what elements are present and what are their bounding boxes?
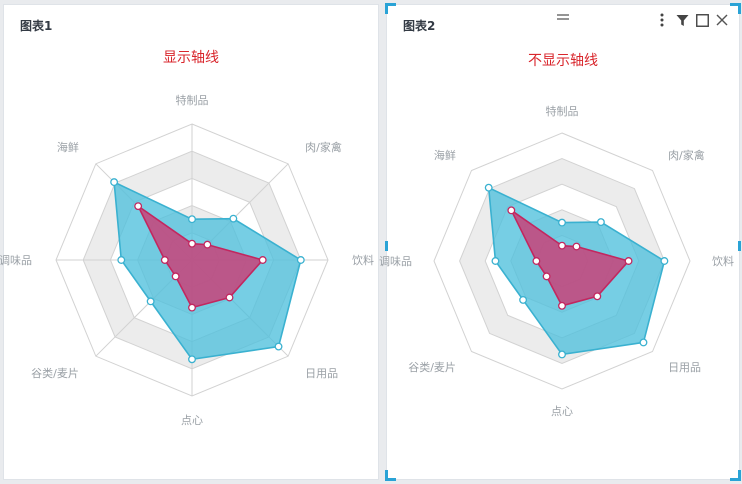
resize-handle-bottom-left[interactable]	[385, 470, 396, 481]
radar-data-point[interactable]	[596, 218, 605, 227]
resize-handle-top-right[interactable]	[730, 3, 741, 14]
radar-indicator-label: 点心	[551, 405, 573, 418]
radar-indicator-label: 谷类/麦片	[408, 360, 456, 374]
chart-panel-1[interactable]: 图表1 显示轴线 特制品肉/家禽饮料日用品点心 谷类/麦片 调味品 海鲜	[0, 4, 379, 480]
radar-data-point[interactable]	[507, 206, 516, 215]
drag-handle-icon[interactable]	[556, 7, 570, 20]
radar-indicator-label: 日用品	[668, 361, 701, 374]
radar-indicator-label: 饮料	[352, 253, 374, 267]
radar-ring	[433, 132, 691, 390]
radar-data-point[interactable]	[225, 293, 234, 302]
radar-data-point[interactable]	[558, 241, 566, 250]
radar-data-point[interactable]	[593, 292, 602, 301]
radar-ring	[459, 158, 665, 364]
filter-icon[interactable]	[675, 13, 689, 27]
chart-panel-2[interactable]: 图表2 不显示轴线 特制品 肉/家禽 饮料 日用品 点心 谷类/麦片 调味	[379, 3, 741, 481]
radar-data-point[interactable]	[188, 239, 196, 248]
radar-indicator-label: 海鲜	[434, 148, 456, 162]
resize-handle-bottom-right[interactable]	[730, 470, 741, 481]
radar-data-point[interactable]	[117, 256, 126, 264]
resize-handle-left[interactable]	[385, 241, 388, 251]
radar-data-point[interactable]	[110, 178, 119, 187]
radar-indicator-label: 点心	[181, 414, 203, 427]
chart-subtitle: 显示轴线	[163, 50, 219, 66]
radar-data-point[interactable]	[171, 272, 180, 281]
panel-toolbar	[655, 11, 729, 29]
radar-indicator-label: 调味品	[0, 254, 32, 267]
radar-data-point[interactable]	[296, 256, 305, 264]
radar-data-point[interactable]	[558, 350, 566, 359]
radar-indicator-label: 特制品	[546, 104, 579, 118]
radar-data-point[interactable]	[558, 301, 566, 310]
resize-handle-right[interactable]	[738, 241, 741, 251]
radar-data-point[interactable]	[203, 240, 212, 249]
radar-indicator-label: 海鲜	[57, 140, 79, 154]
more-vertical-icon[interactable]	[655, 13, 669, 27]
maximize-icon[interactable]	[695, 13, 709, 27]
radar-indicator-label: 调味品	[379, 255, 412, 268]
radar-data-point[interactable]	[572, 242, 581, 251]
radar-indicator-label: 特制品	[176, 93, 209, 107]
radar-indicator-label: 日用品	[305, 367, 338, 380]
radar-indicator-label: 饮料	[712, 254, 734, 268]
radar-data-point[interactable]	[258, 256, 267, 264]
radar-indicator-label: 肉/家禽	[668, 148, 705, 162]
radar-data-point[interactable]	[134, 202, 143, 211]
radar-data-point[interactable]	[660, 257, 669, 265]
radar-data-point[interactable]	[160, 256, 169, 264]
radar-data-point[interactable]	[639, 338, 648, 347]
radar-data-point[interactable]	[188, 215, 196, 224]
radar-data-point[interactable]	[519, 295, 528, 304]
radar-data-point[interactable]	[188, 303, 196, 312]
panel-title: 图表2	[403, 19, 436, 33]
close-icon[interactable]	[715, 13, 729, 27]
radar-data-point[interactable]	[229, 214, 238, 223]
radar-data-point[interactable]	[542, 272, 551, 281]
resize-handle-top-left[interactable]	[385, 3, 396, 14]
radar-data-point[interactable]	[624, 257, 633, 265]
radar-data-point[interactable]	[484, 183, 493, 192]
panel-title: 图表1	[20, 19, 53, 33]
radar-indicator-label: 谷类/麦片	[31, 366, 79, 380]
chart-subtitle: 不显示轴线	[528, 53, 598, 69]
radar-data-point[interactable]	[188, 355, 196, 364]
radar-indicator-label: 肉/家禽	[305, 140, 342, 154]
radar-data-point[interactable]	[274, 342, 283, 351]
radar-data-point[interactable]	[146, 297, 155, 306]
radar-data-point[interactable]	[532, 257, 541, 265]
radar-data-point[interactable]	[558, 218, 566, 227]
radar-data-point[interactable]	[491, 257, 500, 265]
